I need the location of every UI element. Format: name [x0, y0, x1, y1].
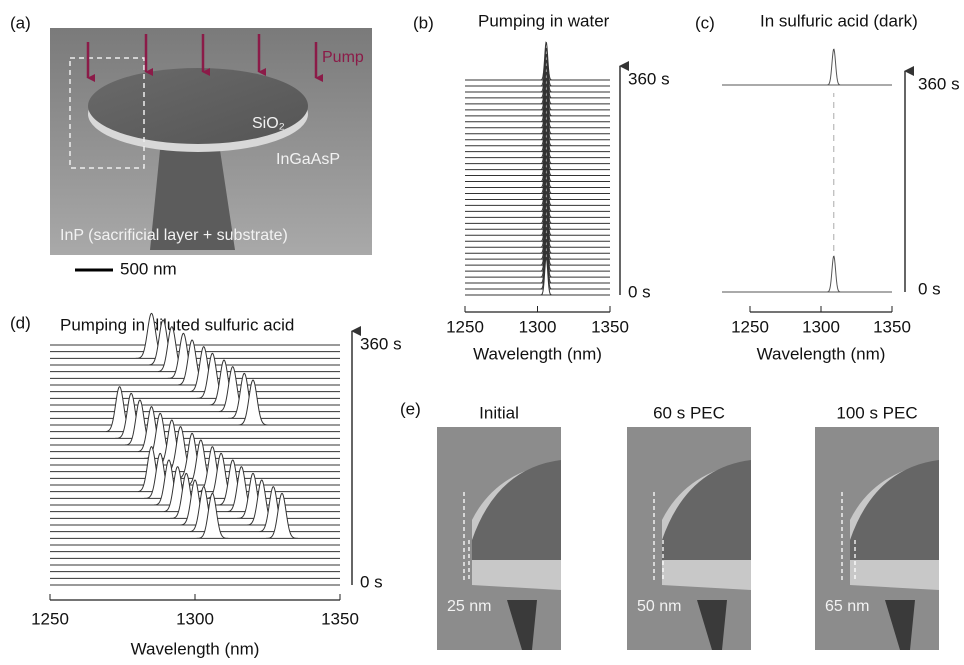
x-tick-label: 1250 [31, 609, 69, 628]
y-tick-label: 0 s [628, 282, 651, 301]
panel-label: (b) [413, 13, 434, 32]
x-tick-label: 1300 [802, 317, 840, 336]
sem-images-e [437, 427, 939, 650]
x-tick-label: 1350 [321, 609, 359, 628]
sio2-label: SiO₂ [252, 115, 285, 132]
y-tick-label: 360 s [628, 69, 670, 88]
thickness-label: 65 nm [825, 598, 869, 615]
x-tick-label: 1350 [873, 317, 911, 336]
spectrum-trace [722, 49, 892, 85]
thickness-label: 50 nm [637, 598, 681, 615]
thickness-label: 25 nm [447, 598, 491, 615]
y-tick-label: 0 s [918, 279, 941, 298]
y-tick-label: 360 s [360, 334, 402, 353]
image-title: Initial [479, 403, 519, 422]
spectrum-trace [465, 42, 610, 80]
x-axis-label: Wavelength (nm) [131, 639, 260, 658]
x-axis-label: Wavelength (nm) [473, 344, 602, 363]
x-tick-label: 1250 [446, 317, 484, 336]
panel-label: (d) [10, 313, 31, 332]
y-tick-label: 360 s [918, 74, 960, 93]
chart-title: In sulfuric acid (dark) [760, 11, 918, 30]
chart-title: Pumping in diluted sulfuric acid [60, 315, 294, 334]
panel-label: (e) [400, 399, 421, 418]
x-axis-label: Wavelength (nm) [757, 344, 886, 363]
panel-label: (a) [10, 13, 31, 32]
image-title: 100 s PEC [836, 403, 917, 422]
panel-label: (c) [695, 13, 715, 32]
x-tick-label: 1250 [731, 317, 769, 336]
x-tick-label: 1300 [176, 609, 214, 628]
pump-label: Pump [322, 49, 364, 66]
y-tick-label: 0 s [360, 572, 383, 591]
x-tick-label: 1350 [591, 317, 629, 336]
spectrum-trace [722, 256, 892, 292]
inp-label: InP (sacrificial layer + substrate) [60, 227, 288, 244]
ingaasp-label: InGaAsP [276, 151, 340, 168]
x-tick-label: 1300 [519, 317, 557, 336]
figure: (a) Pump SiO₂ InGaAsP InP (sacrificial l… [0, 0, 964, 660]
chart-title: Pumping in water [478, 11, 610, 30]
scale-bar-label: 500 nm [120, 259, 177, 278]
image-title: 60 s PEC [653, 403, 725, 422]
